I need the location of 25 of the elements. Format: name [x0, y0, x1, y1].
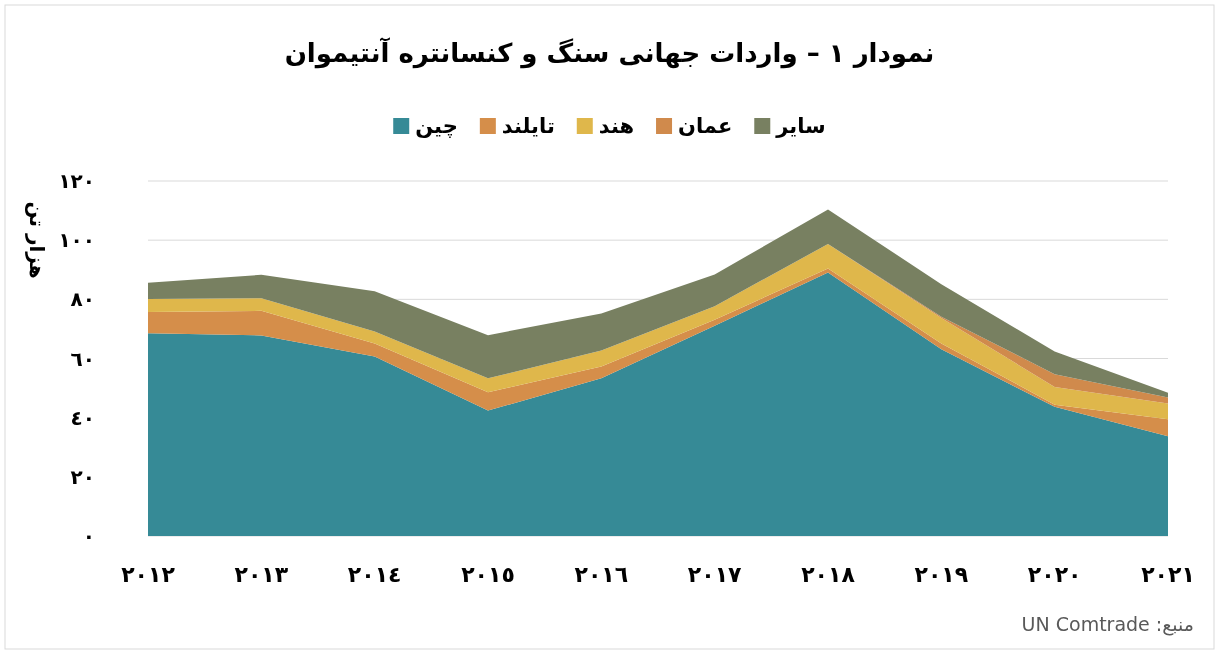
- chart-title: نمودار ١ – واردات جهانی سنگ و کنسانتره آنتیموان: [284, 37, 935, 69]
- x-tick-label: ٢٠١٤: [347, 562, 402, 587]
- x-tick-label: ٢٠١٨: [801, 562, 856, 587]
- legend-label: هند: [598, 114, 635, 138]
- x-tick-label: ٢٠١٩: [914, 562, 969, 587]
- legend-label: عمان: [678, 114, 733, 138]
- y-tick-label: ١٠٠: [58, 228, 95, 253]
- legend-label: چین: [415, 114, 458, 138]
- y-tick-label: ٤٠: [70, 405, 95, 430]
- x-tick-label: ٢٠١٣: [234, 562, 289, 587]
- legend-label: سایر: [775, 114, 826, 138]
- text: منبع: UN Comtrade: [1021, 613, 1194, 636]
- legend-label: تایلند: [501, 114, 555, 138]
- x-tick-label: ٢٠٢١: [1141, 562, 1195, 587]
- x-tick-label: ٢٠٢٠: [1027, 562, 1082, 587]
- x-tick-label: ٢٠١٢: [121, 562, 176, 587]
- x-tick-label: ٢٠١٥: [461, 562, 515, 587]
- x-tick-label: ٢٠١٦: [574, 562, 629, 587]
- y-tick-label: ١٢٠: [58, 169, 95, 193]
- y-tick-label: ٦٠: [70, 346, 95, 371]
- y-tick-label: ٨٠: [70, 287, 95, 312]
- y-axis-title: هزار تن: [25, 201, 49, 279]
- y-tick-label: ٠: [82, 524, 95, 548]
- x-tick-label: ٢٠١٧: [687, 562, 743, 587]
- y-tick-label: ٢٠: [70, 464, 95, 489]
